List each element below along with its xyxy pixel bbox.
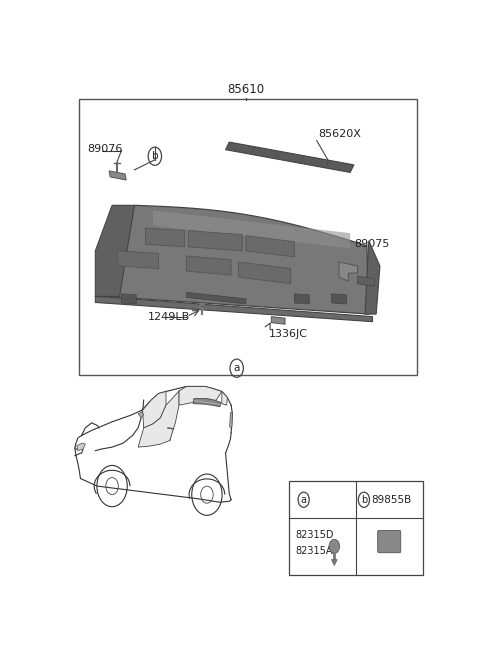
Polygon shape <box>145 228 185 247</box>
Polygon shape <box>294 294 309 304</box>
Text: 1249LB: 1249LB <box>148 311 190 322</box>
Text: 82315A: 82315A <box>296 546 333 556</box>
Text: 85620X: 85620X <box>319 129 361 139</box>
Polygon shape <box>188 231 242 251</box>
Polygon shape <box>186 256 231 275</box>
FancyBboxPatch shape <box>378 530 401 553</box>
Text: b: b <box>361 495 367 505</box>
Circle shape <box>329 539 339 553</box>
Polygon shape <box>186 292 246 304</box>
Polygon shape <box>138 412 144 418</box>
Polygon shape <box>153 210 350 248</box>
Polygon shape <box>179 386 222 405</box>
Polygon shape <box>77 443 85 451</box>
Bar <box>79 99 417 374</box>
Polygon shape <box>143 392 166 428</box>
Polygon shape <box>332 294 347 304</box>
Polygon shape <box>246 236 294 257</box>
Polygon shape <box>271 317 285 324</box>
Polygon shape <box>339 262 358 281</box>
Polygon shape <box>222 392 228 405</box>
Polygon shape <box>331 560 337 566</box>
Text: 89075: 89075 <box>355 238 390 249</box>
Polygon shape <box>121 294 136 304</box>
Polygon shape <box>365 240 380 314</box>
Polygon shape <box>96 205 134 296</box>
Polygon shape <box>193 399 221 407</box>
Text: b: b <box>152 151 158 161</box>
Polygon shape <box>109 171 126 180</box>
Polygon shape <box>358 276 374 286</box>
Polygon shape <box>118 251 158 269</box>
Text: 1336JC: 1336JC <box>269 328 308 339</box>
Text: 89076: 89076 <box>87 144 122 154</box>
Polygon shape <box>239 262 290 284</box>
Polygon shape <box>96 296 372 322</box>
Text: 85610: 85610 <box>228 83 264 95</box>
Text: a: a <box>233 363 240 373</box>
Polygon shape <box>138 391 179 447</box>
Bar <box>289 481 423 575</box>
Text: 89855B: 89855B <box>372 495 412 505</box>
Text: a: a <box>300 495 307 505</box>
Polygon shape <box>105 205 369 314</box>
Text: 82315D: 82315D <box>296 530 334 540</box>
Polygon shape <box>229 413 232 428</box>
Polygon shape <box>226 142 354 172</box>
